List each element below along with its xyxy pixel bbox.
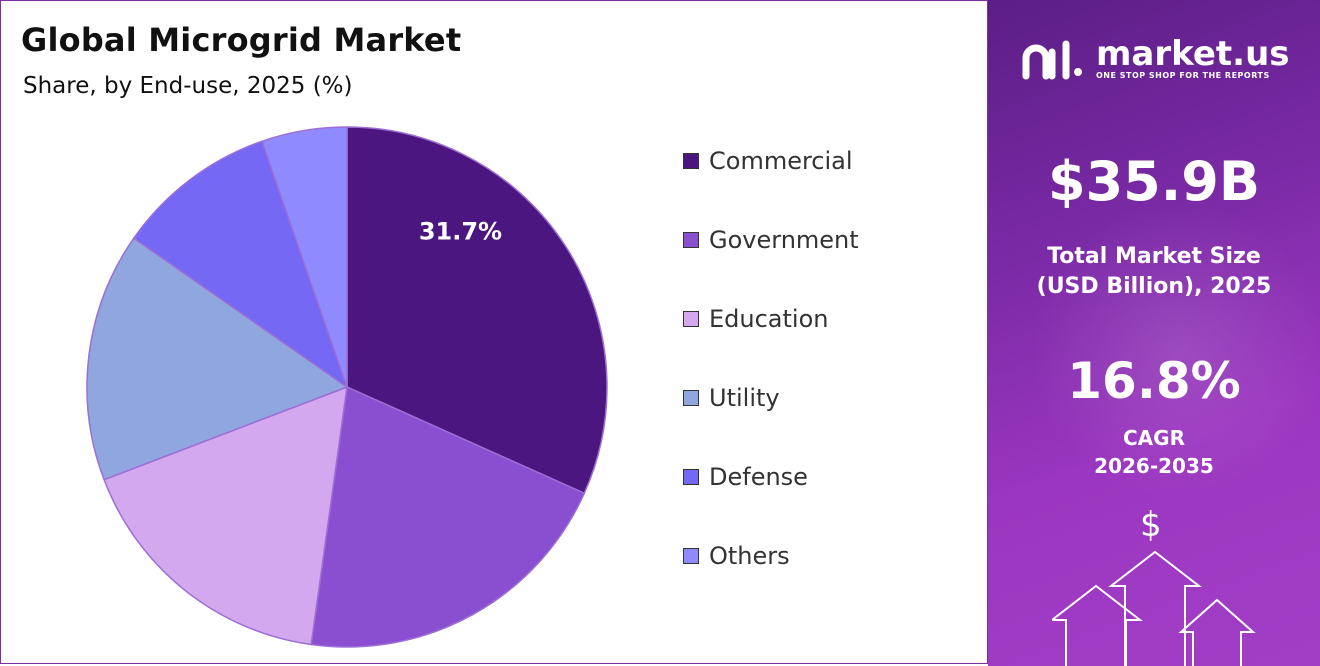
legend-swatch: [683, 232, 699, 248]
summary-panel: market.us ONE STOP SHOP FOR THE REPORTS …: [988, 0, 1320, 666]
legend-item-others: Others: [683, 536, 790, 576]
legend-label: Defense: [709, 463, 808, 491]
legend-swatch: [683, 311, 699, 327]
market-size-label: Total Market Size (USD Billion), 2025: [988, 242, 1320, 302]
market-size-value: $35.9B: [1048, 150, 1260, 213]
dollar-symbol: $: [1140, 505, 1162, 545]
data-label-commercial: 31.7%: [419, 217, 502, 245]
legend-swatch: [683, 153, 699, 169]
chart-title: Global Microgrid Market: [21, 21, 462, 59]
legend-item-education: Education: [683, 299, 828, 339]
pie-slice-commercial: [346, 126, 608, 495]
brand-logo: market.us ONE STOP SHOP FOR THE REPORTS: [1022, 36, 1290, 80]
legend-label: Commercial: [709, 147, 853, 175]
chart-panel: Global Microgrid Market Share, by End-us…: [0, 0, 988, 664]
pie-chart: 31.7%: [86, 126, 608, 648]
legend-item-defense: Defense: [683, 457, 808, 497]
legend-swatch: [683, 390, 699, 406]
market-size-label-line1: Total Market Size: [1047, 244, 1261, 269]
market-size-label-line2: (USD Billion), 2025: [1036, 274, 1272, 299]
legend-label: Others: [709, 542, 790, 570]
legend-label: Utility: [709, 384, 780, 412]
legend-item-government: Government: [683, 220, 859, 260]
legend-swatch: [683, 548, 699, 564]
cagr-value: 16.8%: [1067, 352, 1241, 410]
chart-subtitle: Share, by End-use, 2025 (%): [23, 73, 353, 99]
legend-label: Education: [709, 305, 829, 333]
pie-slice-government: [310, 385, 586, 648]
cagr-label-line1: CAGR: [1123, 426, 1185, 450]
legend-item-utility: Utility: [683, 378, 780, 418]
legend-label: Government: [709, 226, 859, 254]
legend-item-commercial: Commercial: [683, 141, 853, 181]
pie-slice-education: [103, 385, 348, 646]
cagr-label: CAGR 2026-2035: [988, 424, 1320, 480]
growth-arrows-icon: [1052, 550, 1256, 666]
background-glow: [1028, 200, 1320, 500]
pie-slice-others: [261, 126, 348, 388]
cagr-label-line2: 2026-2035: [1094, 454, 1214, 478]
market-us-logo-icon: [1022, 40, 1082, 80]
brand-tagline: ONE STOP SHOP FOR THE REPORTS: [1096, 70, 1270, 80]
pie-slice-defense: [132, 140, 349, 389]
legend-swatch: [683, 469, 699, 485]
brand-name: market.us: [1096, 33, 1290, 74]
pie-slice-utility: [86, 237, 349, 481]
